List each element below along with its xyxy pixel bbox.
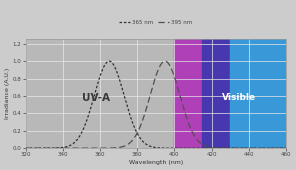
Text: Visible: Visible [222, 93, 256, 102]
Bar [174, 39, 202, 148]
Y-axis label: Irradiance (A.U.): Irradiance (A.U.) [5, 68, 10, 119]
Text: UV-A: UV-A [82, 93, 110, 103]
X-axis label: Wavelength (nm): Wavelength (nm) [128, 160, 183, 165]
Bar [230, 39, 286, 148]
Legend: 365 nm, 395 nm: 365 nm, 395 nm [117, 18, 195, 28]
Bar [202, 39, 230, 148]
